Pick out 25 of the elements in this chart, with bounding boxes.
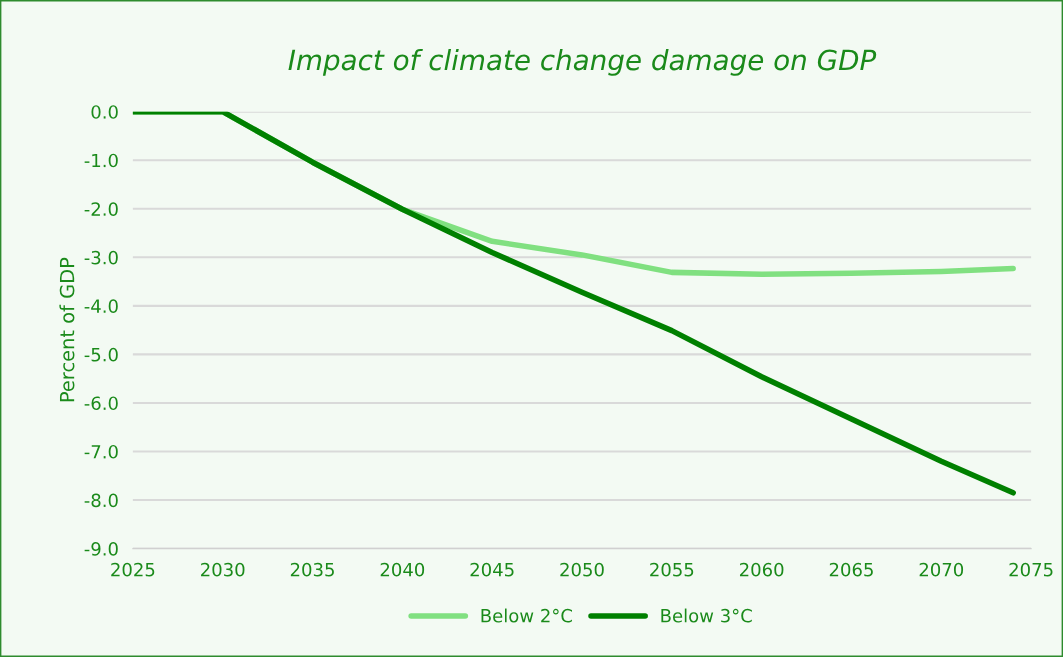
- x-tick-label: 2045: [470, 562, 514, 577]
- y-axis-title: Percent of GDP: [59, 257, 75, 402]
- x-tick-label: 2050: [560, 562, 604, 577]
- y-tick-label: -3.0: [84, 250, 118, 265]
- y-tick-label: -1.0: [84, 153, 118, 168]
- x-tick-label: 2040: [380, 562, 425, 577]
- y-tick-label: -5.0: [84, 347, 118, 362]
- x-tick-label: 2055: [650, 562, 694, 577]
- legend-label: Below 2°C: [481, 608, 572, 623]
- legend-label: Below 3°C: [661, 608, 752, 623]
- y-tick-label: -2.0: [84, 202, 118, 216]
- y-tick-label: -6.0: [84, 396, 118, 411]
- y-tick-label: -8.0: [84, 493, 118, 508]
- x-tick-label: 2075: [1009, 562, 1053, 577]
- y-tick-label: -4.0: [84, 299, 118, 313]
- y-tick-label: -9.0: [84, 542, 118, 556]
- x-tick-label: 2025: [111, 562, 155, 577]
- chart-title: Impact of climate change damage on GDP: [288, 48, 877, 76]
- x-tick-label: 2060: [739, 562, 784, 577]
- y-tick-label: 0.0: [91, 105, 118, 119]
- x-tick-label: 2035: [290, 562, 334, 577]
- x-tick-label: 2065: [829, 562, 873, 577]
- y-tick-label: -7.0: [84, 444, 118, 459]
- x-tick-label: 2070: [919, 562, 964, 577]
- x-tick-label: 2030: [201, 562, 245, 577]
